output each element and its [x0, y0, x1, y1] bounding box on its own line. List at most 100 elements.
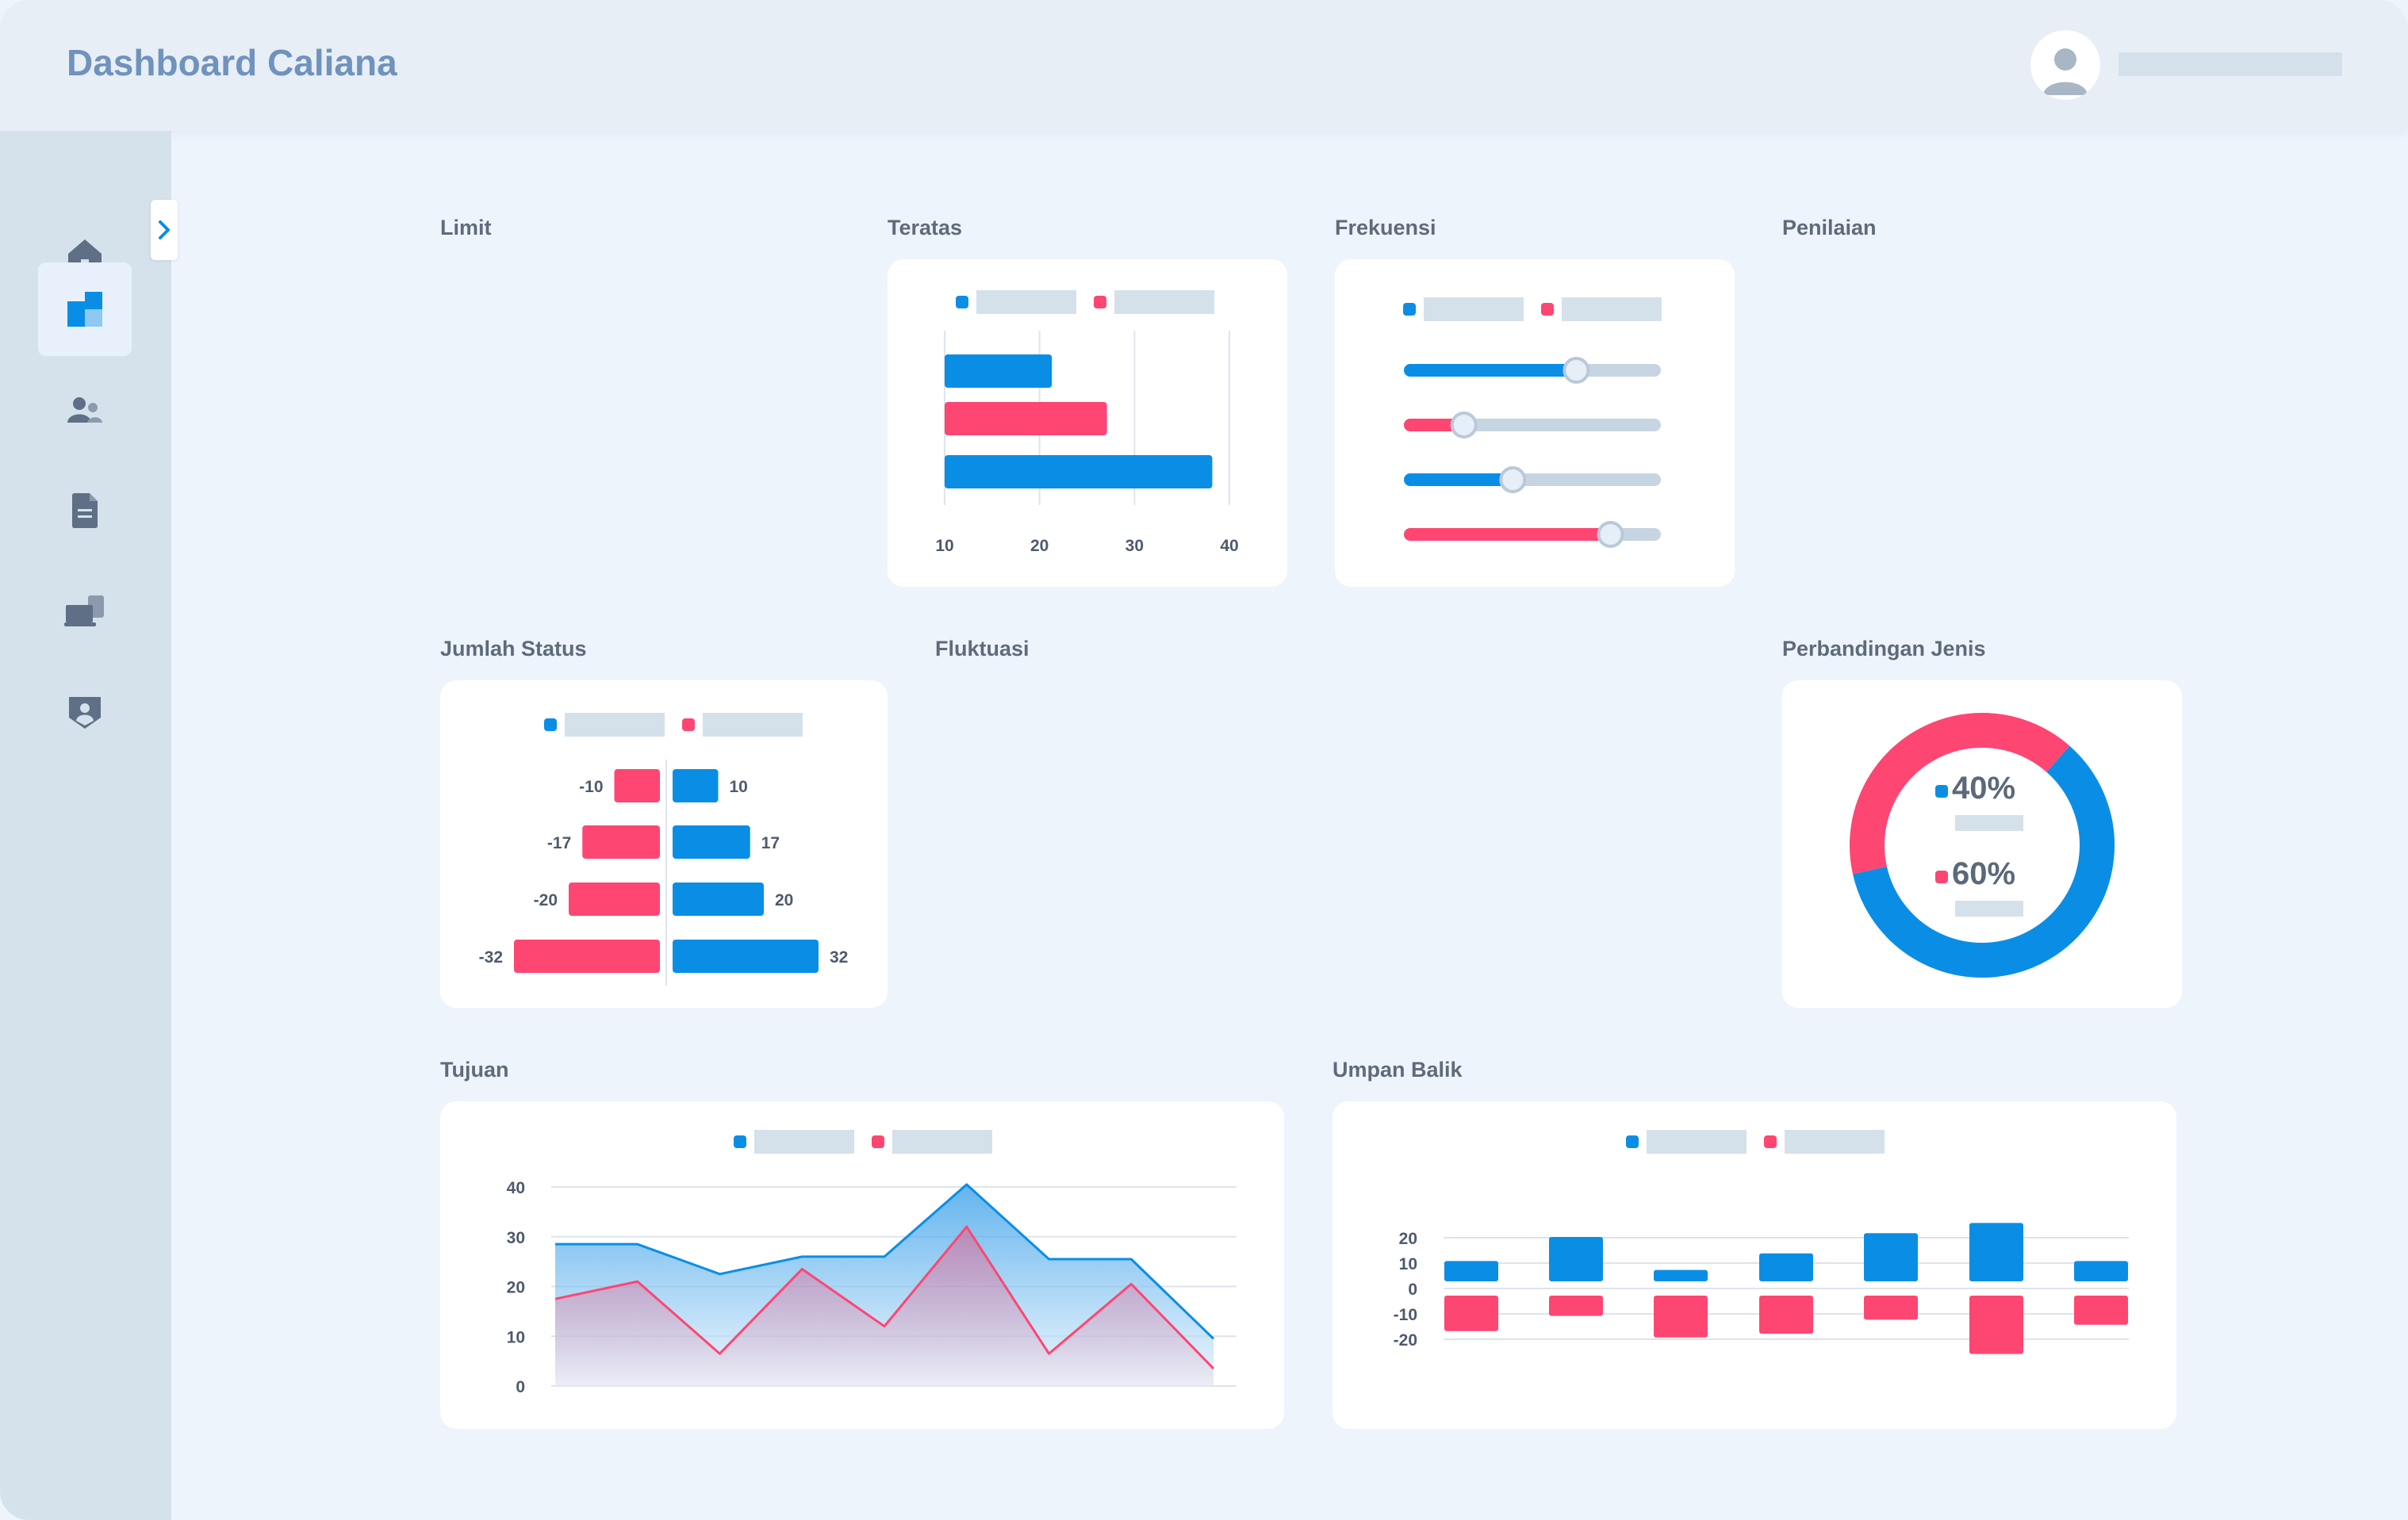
bar-negative	[1654, 1296, 1708, 1338]
legend-label-placeholder	[1562, 297, 1662, 321]
section-title-perbandingan-jenis: Perbandingan Jenis	[1782, 637, 1986, 660]
y-tick-label: 10	[507, 1328, 525, 1346]
legend-label-placeholder	[754, 1130, 854, 1154]
legend-label-placeholder	[703, 713, 803, 737]
legend-swatch-blue	[956, 296, 968, 308]
legend-swatch-pink	[1764, 1135, 1777, 1148]
section-title-umpan-balik: Umpan Balik	[1332, 1058, 1463, 1082]
section-title-teratas: Teratas	[888, 216, 963, 239]
y-tick-label: 40	[507, 1179, 525, 1197]
bar	[945, 354, 1053, 388]
x-tick-label: 10	[935, 537, 953, 555]
legend-swatch-blue	[1626, 1135, 1639, 1148]
y-tick-label: 0	[516, 1378, 525, 1396]
legend-swatch-blue	[734, 1135, 746, 1148]
bar-label-positive: 32	[830, 948, 848, 967]
teratas-chart: 10 20 30 40	[935, 290, 1239, 555]
teratas-card: 10 20 30 40	[888, 259, 1287, 587]
legend-swatch	[1935, 871, 1948, 883]
slider-thumb	[1563, 357, 1590, 384]
section-title-limit: Limit	[440, 216, 492, 239]
y-tick-label: 20	[507, 1279, 525, 1297]
legend-label-placeholder	[892, 1130, 992, 1154]
legend-swatch-pink	[682, 718, 695, 731]
percentage-label: 60%	[1952, 856, 2015, 891]
bar-negative	[582, 825, 660, 859]
y-tick-label: 20	[1399, 1230, 1417, 1248]
section-title-jumlah-status: Jumlah Status	[440, 637, 587, 660]
legend-swatch-pink	[1541, 303, 1554, 316]
frekuensi-chart	[1403, 297, 1662, 548]
section-title-tujuan: Tujuan	[440, 1058, 509, 1082]
x-tick-label: 20	[1030, 537, 1049, 555]
legend-label-placeholder	[1647, 1130, 1747, 1154]
document-icon	[72, 493, 98, 528]
shield-user-icon	[69, 697, 101, 729]
percentage-label: 40%	[1952, 771, 2015, 806]
sidebar-toggle-button[interactable]	[151, 200, 178, 260]
bar-negative	[2074, 1296, 2128, 1325]
x-tick-label: 30	[1125, 537, 1144, 555]
section-title-frekuensi: Frekuensi	[1335, 216, 1436, 239]
tujuan-card: 40 30 20 10 0	[440, 1101, 1284, 1429]
legend-label-placeholder	[976, 290, 1076, 314]
bar-positive	[1654, 1269, 1708, 1281]
top-header: Dashboard Caliana	[0, 0, 2408, 131]
bar-negative	[1444, 1296, 1498, 1331]
frekuensi-card	[1335, 259, 1735, 587]
sidebar	[0, 131, 171, 1520]
section-title-penilaian: Penilaian	[1782, 216, 1877, 239]
bar-positive	[1969, 1223, 2023, 1281]
sidebar-item-devices[interactable]	[38, 565, 132, 658]
bar-positive	[673, 825, 750, 859]
bar-negative	[514, 940, 660, 973]
bar-negative	[1549, 1296, 1603, 1316]
umpan-balik-card: 20 10 0 -10 -20	[1332, 1101, 2176, 1429]
area-line	[554, 1225, 1215, 1370]
bar	[945, 455, 1213, 488]
slider-thumb	[1597, 521, 1624, 548]
legend-label-placeholder	[1785, 1130, 1885, 1154]
area-fill	[555, 1184, 1214, 1386]
legend-swatch-pink	[872, 1135, 884, 1148]
y-tick-label: 0	[1408, 1281, 1417, 1299]
tujuan-chart: 40 30 20 10 0	[507, 1130, 1237, 1396]
bar-label-positive: 17	[761, 834, 780, 852]
sidebar-item-security[interactable]	[38, 665, 132, 759]
app-title: Dashboard Caliana	[67, 42, 397, 83]
jumlah-status-card: -10 10 -17 17 -20 20 -32 32	[440, 680, 888, 1008]
bar-positive	[673, 769, 719, 802]
bar-negative	[1759, 1296, 1813, 1334]
y-tick-label: -20	[1394, 1331, 1417, 1350]
sidebar-item-dashboard[interactable]	[38, 262, 132, 356]
perbandingan-jenis-chart: 40% 60%	[1850, 713, 2115, 978]
devices-icon	[64, 595, 104, 626]
bar-positive	[1444, 1261, 1498, 1281]
user-avatar[interactable]	[2030, 30, 2100, 100]
section-title-fluktuasi: Fluktuasi	[935, 637, 1030, 660]
perbandingan-jenis-card: 40% 60%	[1782, 680, 2182, 1008]
bar-negative	[1969, 1296, 2023, 1354]
legend-label-placeholder	[1955, 815, 2023, 831]
slider-thumb	[1499, 466, 1527, 493]
chevron-right-icon	[159, 220, 170, 239]
bar-label-positive: 20	[775, 891, 793, 909]
dashboard-icon	[67, 292, 102, 327]
legend-label-placeholder	[1424, 297, 1524, 321]
y-tick-label: 30	[507, 1229, 525, 1247]
sidebar-item-users[interactable]	[38, 363, 132, 457]
bar-negative	[614, 769, 660, 802]
user-name-placeholder[interactable]	[2119, 52, 2342, 76]
user-icon	[2043, 48, 2088, 95]
donut-slice	[1850, 713, 2070, 875]
bar-positive	[1549, 1237, 1603, 1281]
legend-label-placeholder	[1114, 290, 1214, 314]
bar-positive	[2074, 1261, 2128, 1281]
bar-label-negative: -17	[547, 834, 571, 852]
donut-slice	[1853, 745, 2115, 978]
sidebar-item-documents[interactable]	[38, 464, 132, 557]
area-line	[555, 1183, 1215, 1340]
umpan-balik-chart: 20 10 0 -10 -20	[1394, 1130, 2129, 1354]
legend-swatch-blue	[1403, 303, 1416, 316]
